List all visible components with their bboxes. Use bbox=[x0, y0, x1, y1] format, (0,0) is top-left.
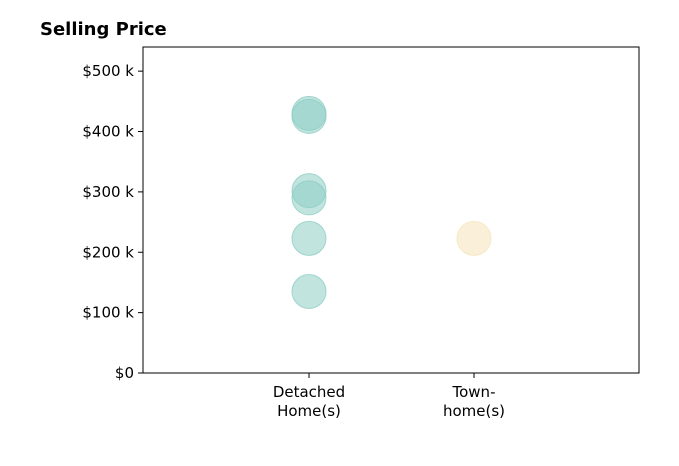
x-tick-label: Detached bbox=[273, 383, 345, 401]
data-point bbox=[291, 274, 327, 309]
y-tick-label: $0 bbox=[115, 364, 134, 382]
y-axis: $0 $100 k $200 k $300 k $400 k $500 k bbox=[82, 62, 143, 382]
data-point bbox=[291, 173, 327, 209]
chart-title: Selling Price bbox=[40, 19, 167, 40]
y-tick-label: $400 k bbox=[82, 123, 134, 141]
x-tick-label: home(s) bbox=[443, 402, 505, 420]
x-tick-label: Home(s) bbox=[277, 402, 341, 420]
data-point bbox=[456, 220, 492, 256]
y-tick-label: $300 k bbox=[82, 183, 134, 201]
data-point bbox=[291, 95, 327, 131]
plot-area-frame bbox=[142, 46, 640, 374]
y-tick-label: $100 k bbox=[82, 304, 134, 322]
y-tick-label: $200 k bbox=[82, 243, 134, 261]
x-tick-label: Town- bbox=[452, 383, 496, 401]
data-point bbox=[291, 220, 327, 256]
y-tick-label: $500 k bbox=[82, 62, 134, 80]
data-points bbox=[291, 95, 492, 309]
